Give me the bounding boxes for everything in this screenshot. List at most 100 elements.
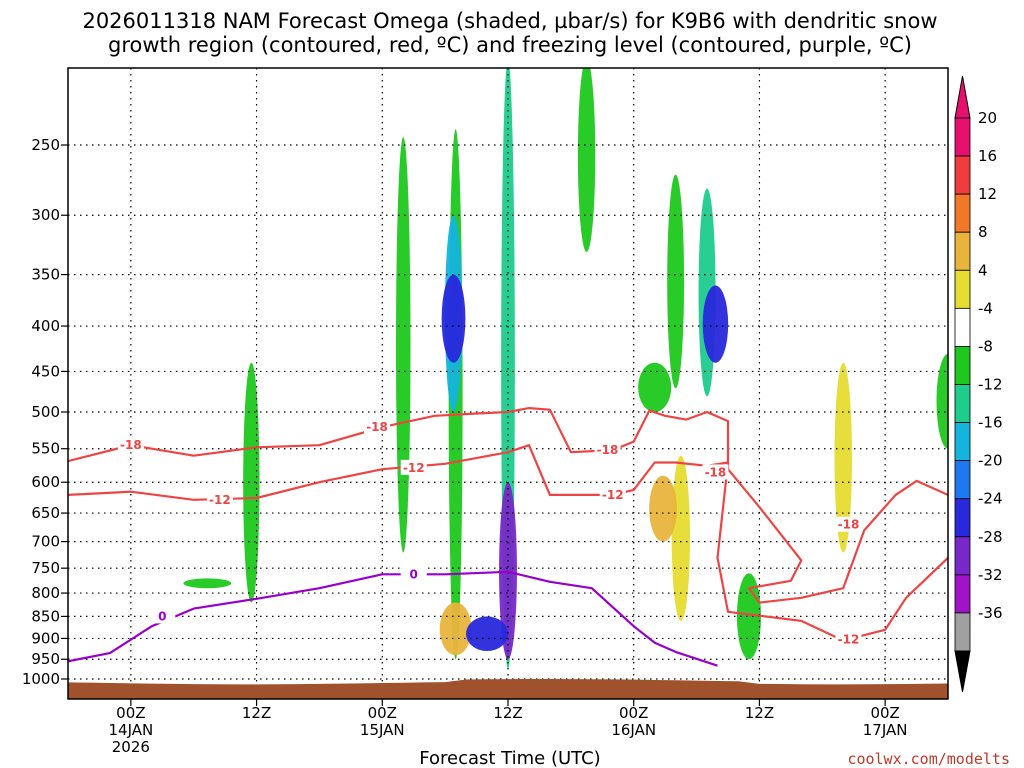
contour-label-bg	[835, 516, 862, 532]
colorbar-label: 20	[978, 109, 997, 127]
y-axis-ticks: 250 300 350 400 450 500 550 600 650 700 750 800 850 9…	[22, 136, 68, 688]
contour-label-bg	[835, 631, 862, 647]
omega-feature	[649, 475, 677, 542]
x-tick-label: 12Z	[493, 704, 522, 722]
colorbar-swatch	[954, 460, 971, 500]
x-tick-label: 00Z	[619, 704, 648, 722]
contour-label: -12	[838, 633, 860, 647]
colorbar-swatch	[954, 612, 971, 652]
x-tick-label: 00Z	[116, 704, 145, 722]
contour-label: 0	[158, 609, 166, 623]
y-tick-label: 350	[31, 266, 60, 284]
colorbar-swatch	[954, 231, 971, 271]
contour-label: -12	[602, 488, 624, 502]
contour-label: -18	[838, 518, 860, 532]
colorbar-label: 12	[978, 185, 997, 203]
y-tick-label: 650	[31, 504, 60, 522]
colorbar-swatch	[954, 422, 971, 462]
omega-feature	[702, 285, 729, 363]
colorbar-label: -4	[978, 299, 993, 317]
x-tick-label: 2026	[112, 738, 150, 756]
colorbar-label: 16	[978, 147, 997, 165]
colorbar-arrow-bottom	[954, 650, 971, 693]
x-tick-label: 17JAN	[863, 721, 908, 739]
omega-feature	[466, 616, 509, 652]
contour-label: 0	[410, 567, 418, 581]
colorbar-swatch	[954, 155, 971, 195]
temperature-contour-minus12	[68, 444, 948, 642]
omega-feature	[667, 174, 685, 389]
colorbar-label: -28	[978, 528, 1003, 546]
omega-feature	[439, 602, 472, 656]
x-tick-label: 12Z	[242, 704, 271, 722]
colorbar-label: -8	[978, 337, 993, 355]
colorbar-label: -32	[978, 566, 1003, 584]
contour-label-bg	[599, 486, 626, 502]
colorbar-swatch	[954, 307, 971, 347]
ground-terrain	[68, 679, 948, 699]
y-tick-label: 950	[31, 650, 60, 668]
colorbar-swatch	[954, 498, 971, 538]
colorbar-label: 8	[978, 223, 988, 241]
contour-label: -12	[209, 493, 231, 507]
x-tick-label: 14JAN	[108, 721, 153, 739]
colorbar-label: -16	[978, 414, 1003, 432]
colorbar-label: -24	[978, 490, 1003, 508]
colorbar-swatch	[954, 384, 971, 423]
colorbar-swatch	[954, 574, 971, 614]
y-tick-label: 550	[31, 440, 60, 458]
title-line-1: 2026011318 NAM Forecast Omega (shaded, µ…	[82, 9, 937, 33]
y-tick-label: 850	[31, 607, 60, 625]
omega-feature	[441, 274, 466, 363]
contour-label-bg	[702, 464, 729, 480]
x-tick-label: 00Z	[368, 704, 397, 722]
y-tick-label: 1000	[22, 670, 60, 688]
omega-feature	[395, 137, 411, 553]
colorbar-swatch	[954, 536, 971, 576]
colorbar-swatch	[954, 193, 971, 233]
y-tick-label: 400	[31, 317, 60, 335]
colorbar-label: -36	[978, 604, 1003, 622]
colorbar-swatch	[954, 269, 971, 309]
contour-label-bg	[206, 491, 233, 507]
colorbar-arrow-top	[954, 75, 971, 119]
contour-label: -18	[366, 420, 388, 434]
contour-label: -18	[120, 438, 142, 452]
y-tick-label: 800	[31, 584, 60, 602]
x-tick-label: 15JAN	[360, 721, 405, 739]
omega-feature	[834, 362, 852, 553]
x-tick-label: 12Z	[745, 704, 774, 722]
plot-area: -18 -18 -18 -18 -18 -12 -12 -12 -12 0 0	[68, 68, 948, 699]
contour-label-bg	[400, 566, 427, 582]
contour-label-bg	[400, 459, 427, 475]
colorbar-swatch	[954, 346, 971, 385]
y-tick-label: 900	[31, 629, 60, 647]
contour-label: -12	[403, 461, 425, 475]
y-tick-label: 300	[31, 206, 60, 224]
omega-feature	[243, 362, 260, 603]
y-tick-label: 600	[31, 473, 60, 491]
y-tick-label: 750	[31, 559, 60, 577]
contour-label-bg	[149, 608, 176, 624]
plot-content: -18 -18 -18 -18 -18 -12 -12 -12 -12 0 0	[68, 68, 948, 699]
y-tick-label: 700	[31, 533, 60, 551]
colorbar-label: 4	[978, 261, 988, 279]
title-line-2: growth region (contoured, red, ºC) and f…	[108, 33, 912, 57]
omega-feature	[671, 455, 691, 621]
y-tick-label: 250	[31, 136, 60, 154]
omega-feature	[577, 68, 596, 252]
y-tick-label: 450	[31, 362, 60, 380]
contour-label: -18	[705, 465, 727, 479]
credit-link[interactable]: coolwx.com/modelts	[847, 750, 1010, 768]
omega-feature	[638, 362, 672, 413]
x-tick-label: 16JAN	[611, 721, 656, 739]
colorbar-swatch	[954, 117, 971, 157]
contour-label-bg	[594, 442, 621, 458]
omega-feature	[936, 353, 948, 449]
contour-label: -18	[597, 443, 619, 457]
omega-colorbar: 20 16 12 8 4 -4 -8 -12 -16 -20 -24 -28 -32 -36	[954, 75, 1003, 693]
colorbar-label: -12	[978, 376, 1003, 394]
colorbar-label: -20	[978, 452, 1003, 470]
